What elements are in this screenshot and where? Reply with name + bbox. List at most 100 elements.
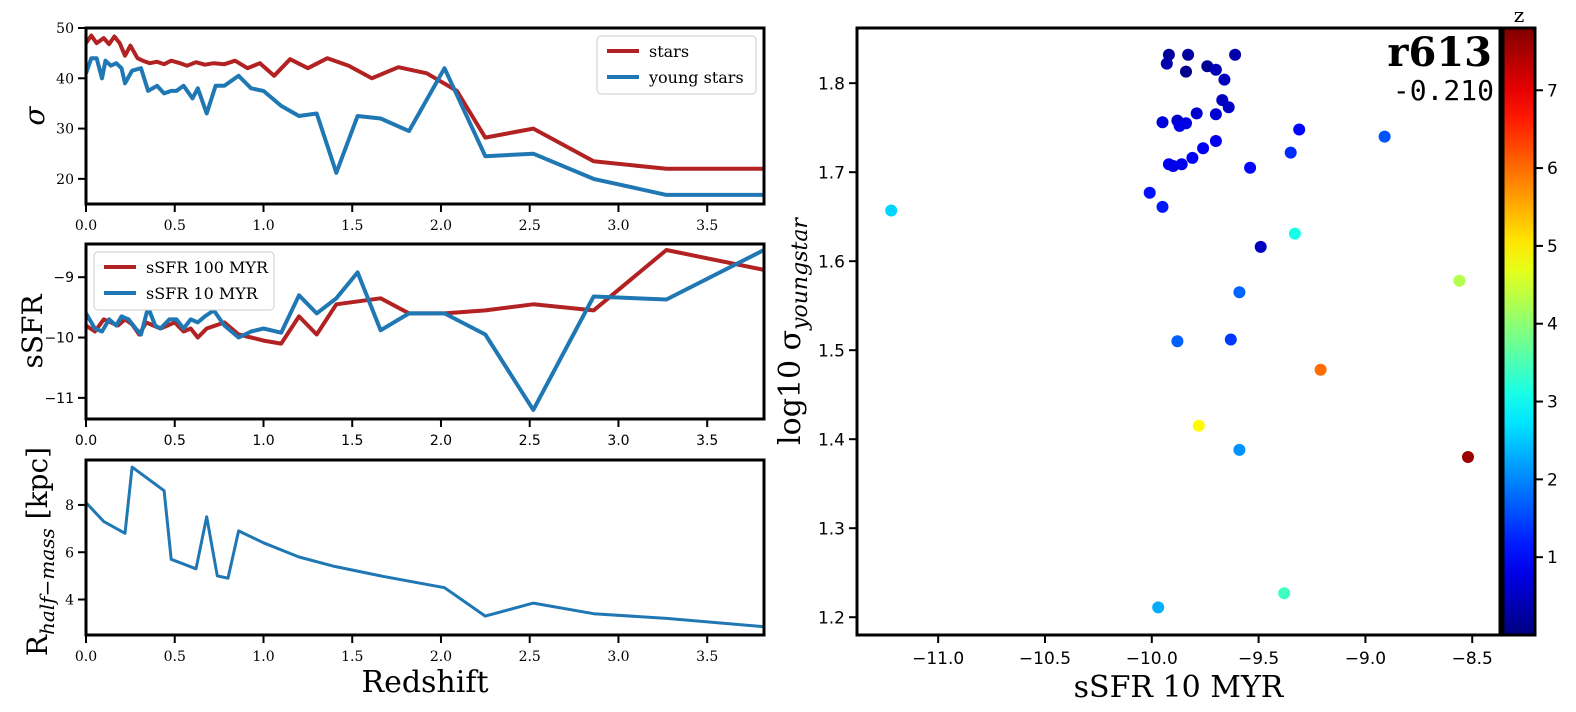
y-axis-label-sub: half−mass: [35, 528, 59, 635]
y-tick-label: 4: [65, 593, 74, 609]
x-tick-label: 1.0: [252, 218, 274, 234]
colorbar-tick-label: 1: [1547, 548, 1558, 568]
scatter-point: [1233, 286, 1246, 299]
x-tick-label: 0.5: [164, 433, 186, 449]
x-tick-label: 1.0: [252, 433, 274, 449]
x-tick-label: 2.5: [519, 433, 541, 449]
legend-label: sSFR 10 MYR: [146, 284, 259, 303]
scatter-point: [1190, 107, 1203, 120]
colorbar-label: z: [1514, 3, 1525, 27]
x-axis-label: Redshift: [361, 665, 488, 700]
series-line-young-stars: [86, 56, 764, 197]
legend-label: stars: [649, 42, 689, 61]
colorbar: 1 2 3 4 5 6 7 z: [1501, 3, 1558, 637]
colorbar-frame: [1501, 26, 1537, 637]
x-tick-label: 2.5: [519, 649, 541, 665]
y-tick-label: 1.2: [818, 608, 845, 628]
scatter-point: [1229, 48, 1242, 61]
y-tick-label: 6: [65, 545, 74, 561]
colorbar-tick-label: 5: [1547, 237, 1558, 257]
y-tick-label: −11: [44, 391, 74, 407]
scatter-point: [1453, 274, 1466, 287]
colorbar-fill: [1503, 28, 1535, 635]
x-tick-label: 1.0: [252, 649, 274, 665]
y-axis-label-sub: youngstar: [788, 217, 813, 331]
x-tick-label: 0.0: [75, 218, 97, 234]
x-tick-label: 0.0: [75, 649, 97, 665]
annotation-value: -0.210: [1393, 74, 1494, 107]
scatter-panel: −11.0 −10.5 −10.0 −9.5 −9.0 −8.5 1.2 1.3 1.4 1.5 1…: [773, 26, 1502, 705]
scatter-point: [1182, 48, 1195, 61]
scatter-point: [1209, 135, 1222, 147]
colorbar-tick-label: 3: [1547, 393, 1558, 413]
scatter-point: [1288, 227, 1301, 240]
y-tick-label: 50: [56, 21, 74, 37]
y-axis-label: sSFR: [16, 294, 49, 369]
ssfr-panel: 0.0 0.5 1.0 1.5 2.0 2.5 3.0 3.5 −9 −10 −11 sSFR 100…: [16, 242, 766, 449]
y-tick-label: 1.6: [818, 252, 845, 272]
y-tick-label: 1.4: [818, 430, 845, 450]
scatter-point: [1209, 63, 1222, 76]
scatter-point: [885, 204, 898, 217]
scatter-point: [1222, 101, 1235, 114]
scatter-point: [1197, 142, 1210, 155]
series-line-rhalf: [86, 465, 764, 629]
x-tick-label: −11.0: [912, 649, 964, 669]
annotation-title: r613: [1387, 29, 1492, 76]
scatter-point: [1156, 116, 1169, 129]
y-tick-label: 8: [65, 498, 74, 514]
scatter-point: [1378, 130, 1391, 143]
axes-frame: [855, 26, 1502, 637]
x-tick-label: −9.0: [1345, 649, 1386, 669]
series-line-stars: [86, 33, 764, 171]
scatter-point: [1314, 363, 1327, 376]
scatter-point: [1293, 123, 1306, 136]
y-tick-label: −9: [53, 270, 74, 286]
scatter-point: [1244, 161, 1257, 174]
y-tick-label: 1.7: [818, 163, 845, 183]
y-tick-label: 20: [56, 172, 74, 188]
y-axis-label: Rhalf−mass [kpc]: [21, 447, 59, 656]
scatter-point: [1209, 108, 1222, 121]
x-tick-label: 2.0: [430, 649, 452, 665]
x-tick-label: 3.0: [607, 433, 629, 449]
legend-box: [93, 251, 275, 311]
x-tick-label: 3.5: [696, 433, 718, 449]
x-tick-label: −10.5: [1019, 649, 1071, 669]
colorbar-tick-label: 7: [1547, 81, 1558, 101]
x-tick-label: 0.5: [164, 649, 186, 665]
y-axis-label: σ: [18, 106, 51, 126]
scatter-point: [1254, 240, 1267, 253]
x-tick-label: 3.5: [696, 218, 718, 234]
rhalf-panel: 0.0 0.5 1.0 1.5 2.0 2.5 3.0 3.5 4 6 8 Rhalf−mass [k…: [21, 447, 766, 700]
x-tick-label: 3.5: [696, 649, 718, 665]
scatter-point: [1167, 160, 1180, 172]
y-tick-label: 30: [56, 122, 74, 138]
x-tick-label: −8.5: [1452, 649, 1493, 669]
scatter-point: [1186, 151, 1199, 164]
legend-label: sSFR 100 MYR: [146, 258, 269, 277]
x-tick-label: −9.5: [1238, 649, 1279, 669]
scatter-point: [1152, 601, 1165, 614]
x-tick-label: 1.5: [341, 433, 363, 449]
scatter-point: [1192, 419, 1205, 432]
y-axis-label-main: R: [21, 634, 54, 656]
sigma-panel: 0.0 0.5 1.0 1.5 2.0 2.5 3.0 3.5 20 30 40 50 stars you…: [18, 21, 766, 234]
scatter-point: [1218, 73, 1231, 86]
axes-frame: [84, 458, 766, 637]
axes-frame: [84, 26, 766, 206]
x-tick-label: 2.5: [519, 218, 541, 234]
y-axis-label: log10 σyoungstar: [773, 217, 813, 445]
scatter-point: [1224, 333, 1237, 346]
x-tick-label: 3.0: [607, 218, 629, 234]
scatter-point: [1156, 200, 1169, 213]
scatter-point: [1171, 335, 1184, 348]
colorbar-tick-label: 6: [1547, 159, 1558, 179]
y-tick-label: 1.3: [818, 519, 845, 539]
scatter-point: [1278, 587, 1291, 600]
y-tick-label: 40: [56, 71, 74, 87]
scatter-point: [1233, 443, 1246, 456]
colorbar-tick-label: 4: [1547, 315, 1558, 335]
scatter-point: [1462, 451, 1474, 463]
